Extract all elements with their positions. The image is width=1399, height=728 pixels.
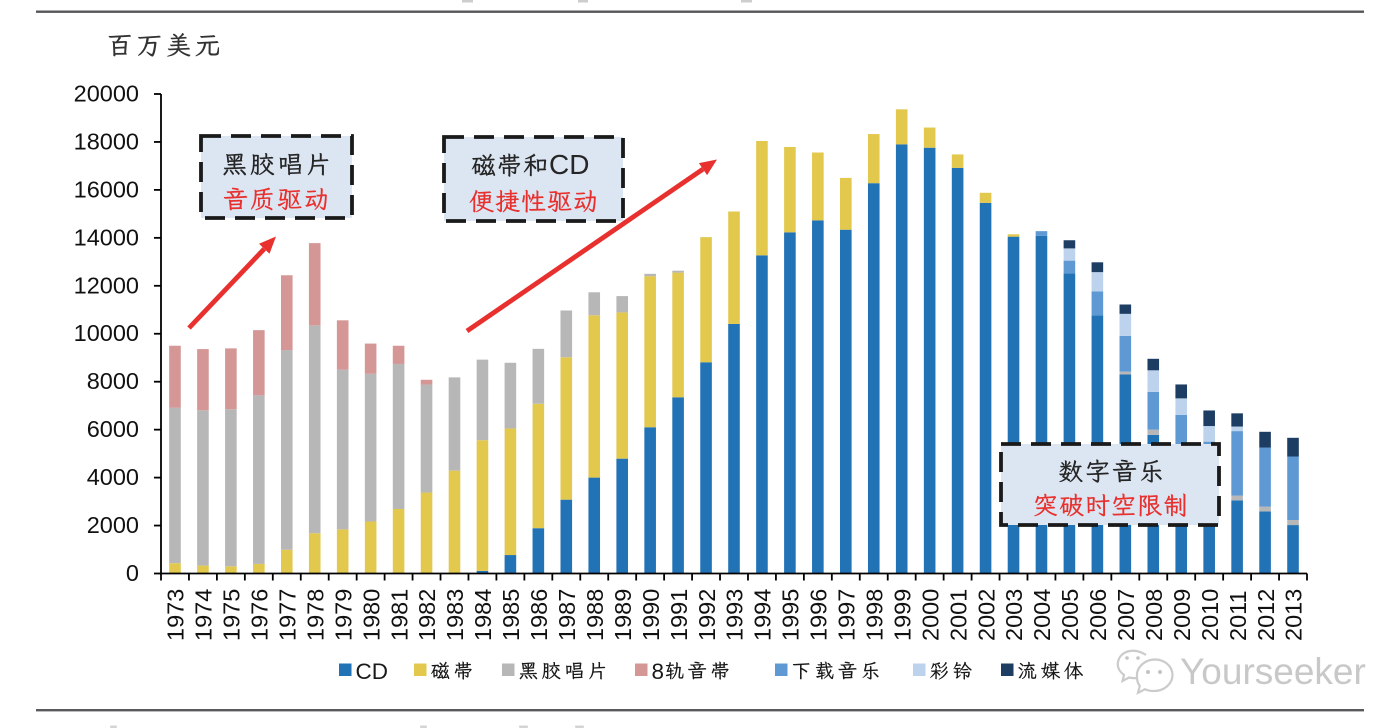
svg-text:2000: 2000 [87, 512, 139, 538]
svg-text:1974: 1974 [191, 589, 217, 641]
svg-text:1998: 1998 [861, 589, 887, 641]
svg-text:1983: 1983 [442, 589, 468, 641]
svg-text:2013: 2013 [1281, 589, 1307, 641]
svg-text:2000: 2000 [917, 589, 943, 641]
svg-text:1988: 1988 [582, 589, 608, 641]
svg-text:1995: 1995 [778, 589, 804, 641]
svg-text:2006: 2006 [1085, 589, 1111, 641]
svg-text:1975: 1975 [219, 589, 245, 641]
svg-text:16000: 16000 [74, 176, 139, 202]
svg-text:1978: 1978 [302, 589, 328, 641]
svg-text:1999: 1999 [889, 589, 915, 641]
svg-text:2007: 2007 [1113, 589, 1139, 641]
svg-text:1981: 1981 [386, 589, 412, 641]
svg-text:1982: 1982 [414, 589, 440, 641]
svg-text:18000: 18000 [74, 128, 139, 154]
svg-text:2002: 2002 [973, 589, 999, 641]
svg-text:8: 8 [652, 659, 665, 684]
svg-text:1987: 1987 [554, 589, 580, 641]
svg-text:CD: CD [549, 149, 589, 180]
svg-text:2003: 2003 [1001, 589, 1027, 641]
svg-text:1996: 1996 [806, 589, 832, 641]
svg-text:20000: 20000 [74, 81, 139, 107]
svg-text:4000: 4000 [87, 464, 139, 490]
svg-text:1992: 1992 [694, 589, 720, 641]
svg-text:2010: 2010 [1197, 589, 1223, 641]
svg-text:2011: 2011 [1225, 590, 1251, 641]
svg-text:1994: 1994 [750, 589, 776, 641]
svg-text:2004: 2004 [1029, 589, 1055, 641]
svg-text:2001: 2001 [945, 589, 971, 641]
svg-text:0: 0 [126, 560, 139, 586]
svg-text:1993: 1993 [722, 589, 748, 641]
svg-text:2005: 2005 [1057, 589, 1083, 641]
svg-text:1980: 1980 [358, 589, 384, 641]
svg-text:1985: 1985 [498, 589, 524, 641]
svg-text:2009: 2009 [1169, 589, 1195, 641]
svg-text:10000: 10000 [74, 320, 139, 346]
svg-text:1997: 1997 [834, 589, 860, 641]
svg-text:1989: 1989 [610, 589, 636, 641]
svg-text:14000: 14000 [74, 224, 139, 250]
svg-text:1984: 1984 [470, 589, 496, 641]
svg-text:Yourseeker: Yourseeker [1180, 651, 1366, 692]
svg-text:8000: 8000 [87, 368, 139, 394]
svg-text:2008: 2008 [1141, 589, 1167, 641]
svg-text:1973: 1973 [163, 589, 189, 641]
svg-text:6000: 6000 [87, 416, 139, 442]
svg-text:1977: 1977 [274, 589, 300, 641]
svg-text:1986: 1986 [526, 589, 552, 641]
svg-text:1976: 1976 [247, 589, 273, 641]
svg-text:CD: CD [356, 659, 389, 684]
svg-text:2012: 2012 [1253, 589, 1279, 641]
svg-text:1979: 1979 [330, 589, 356, 641]
svg-text:1990: 1990 [638, 589, 664, 641]
svg-text:12000: 12000 [74, 272, 139, 298]
svg-text:1991: 1991 [666, 589, 692, 641]
